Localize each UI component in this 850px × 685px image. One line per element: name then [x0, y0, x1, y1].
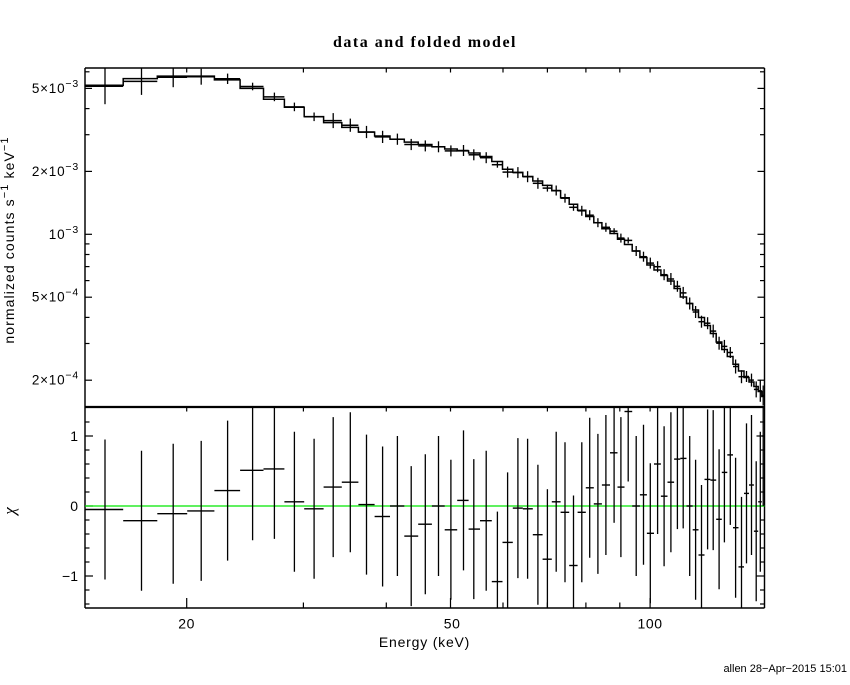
- svg-text:0: 0: [70, 498, 78, 514]
- svg-text:allen 28−Apr−2015 15:01: allen 28−Apr−2015 15:01: [723, 663, 847, 675]
- svg-text:normalized counts s−1 keV−1: normalized counts s−1 keV−1: [0, 136, 17, 343]
- svg-text:χ: χ: [0, 507, 19, 517]
- svg-text:Energy (keV): Energy (keV): [379, 634, 470, 650]
- svg-text:100: 100: [638, 616, 663, 632]
- svg-text:1: 1: [70, 428, 78, 444]
- svg-text:50: 50: [444, 616, 461, 632]
- svg-text:data and folded model: data and folded model: [333, 34, 517, 51]
- svg-text:−1: −1: [62, 568, 78, 584]
- svg-text:20: 20: [178, 616, 195, 632]
